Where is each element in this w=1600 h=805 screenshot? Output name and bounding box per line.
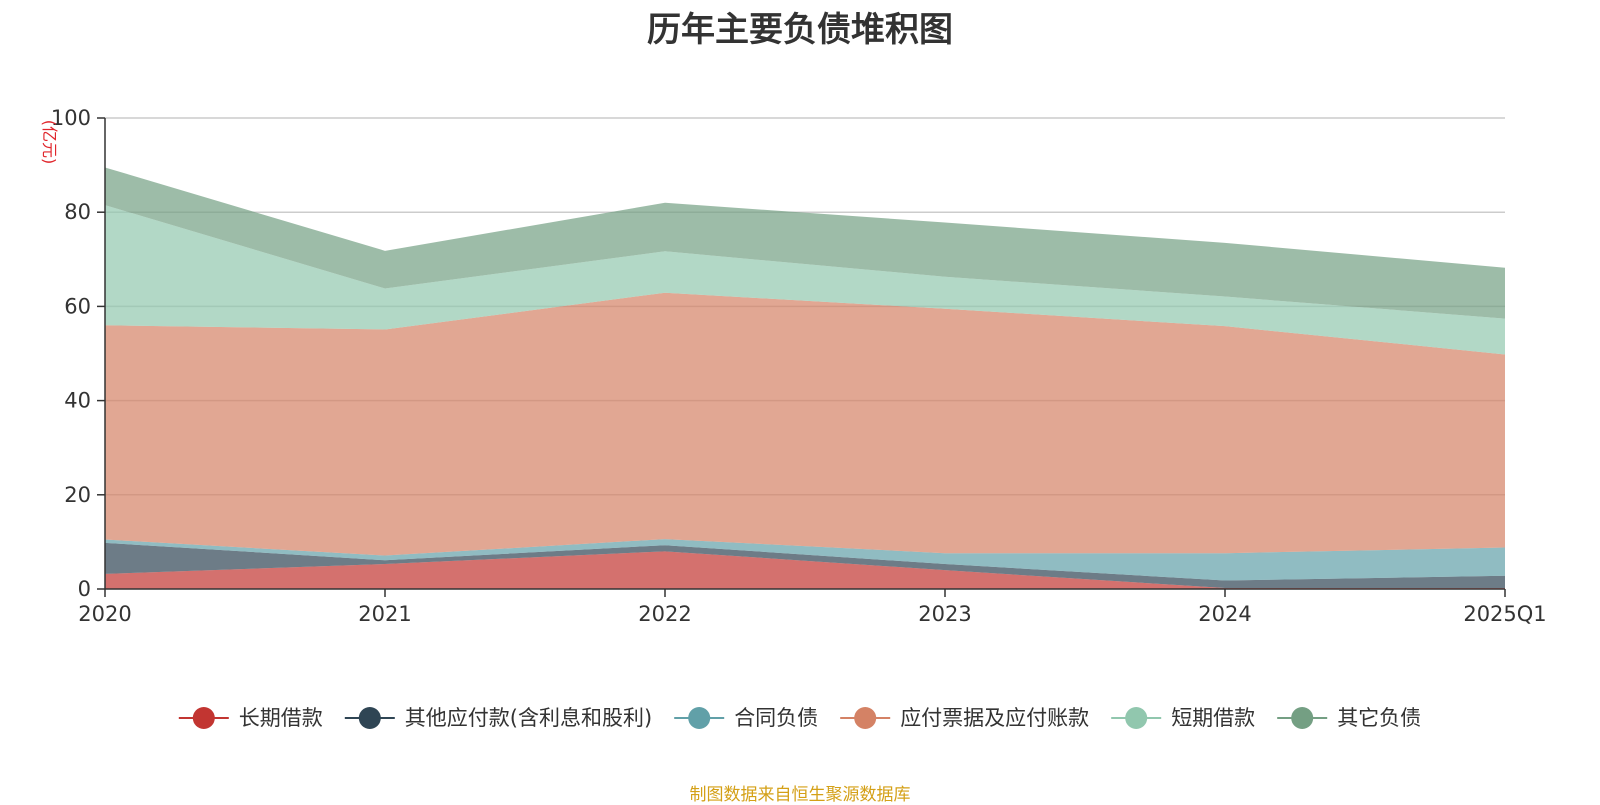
area-series-2 (105, 539, 1505, 581)
legend-label: 其他应付款(含利息和股利) (405, 706, 652, 730)
x-tick-label: 2022 (638, 602, 691, 626)
area-series-3 (105, 292, 1505, 556)
y-tick-label: 80 (64, 200, 91, 224)
data-source-note: 制图数据来自恒生聚源数据库 (689, 785, 911, 805)
legend-marker-icon (1291, 707, 1314, 729)
area-series (105, 167, 1505, 589)
x-tick-label: 2023 (918, 602, 971, 626)
legend-marker-icon (192, 707, 215, 729)
chart-title: 历年主要负债堆积图 (647, 10, 953, 50)
y-tick-label: 40 (64, 389, 91, 413)
legend-label: 其它负债 (1337, 706, 1421, 730)
area-series-4 (105, 205, 1505, 355)
legend-item-0[interactable]: 长期借款 (178, 706, 323, 730)
area-series-1 (105, 542, 1505, 589)
legend-item-3[interactable]: 应付票据及应付账款 (840, 706, 1089, 730)
area-series-0 (105, 551, 1505, 589)
legend-marker-icon (854, 707, 877, 729)
legend-marker-icon (358, 707, 381, 729)
legend-label: 应付票据及应付账款 (900, 706, 1089, 730)
x-tick-label: 2025Q1 (1463, 602, 1546, 626)
legend-item-2[interactable]: 合同负债 (674, 706, 818, 730)
legend: 长期借款 其他应付款(含利息和股利) 合同负债 应付票据及应付账款 短期借款 其它负债 (178, 706, 1421, 730)
legend-label: 合同负债 (734, 706, 818, 730)
y-tick-label: 100 (51, 106, 91, 130)
x-tick-label: 2021 (358, 602, 411, 626)
y-axis-unit-label: (亿元) (40, 120, 59, 165)
y-tick-label: 60 (64, 294, 91, 318)
legend-marker-icon (1125, 707, 1148, 729)
y-tick-label: 0 (78, 577, 91, 601)
legend-item-5[interactable]: 其它负债 (1277, 706, 1421, 730)
area-series-5 (105, 167, 1505, 319)
legend-item-1[interactable]: 其他应付款(含利息和股利) (344, 706, 652, 730)
y-tick-label: 20 (64, 483, 91, 507)
x-tick-label: 2020 (78, 602, 131, 626)
legend-marker-icon (688, 707, 711, 729)
legend-label: 长期借款 (239, 706, 323, 730)
legend-item-4[interactable]: 短期借款 (1111, 706, 1255, 730)
x-tick-label: 2024 (1198, 602, 1251, 626)
axes: 0 20 40 60 80 100(亿元) 2020 2021 2022 2023 2024 2025… (40, 106, 1547, 626)
legend-label: 短期借款 (1171, 706, 1255, 730)
